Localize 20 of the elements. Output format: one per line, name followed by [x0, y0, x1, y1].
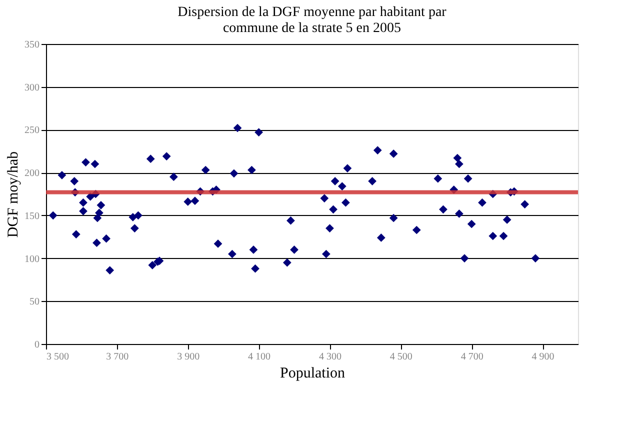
x-tick-label: 4 900 — [532, 352, 554, 362]
y-tick-label: 250 — [24, 125, 40, 136]
x-axis-title: Population — [280, 366, 346, 382]
text: commune de la strate 5 en 2005 — [222, 21, 402, 36]
y-tick-label: 350 — [24, 40, 40, 50]
text: Dispersion de la DGF moyenne par habitant par — [178, 5, 446, 20]
x-tick-label: 4 100 — [248, 352, 271, 362]
x-tick-label: 4 700 — [460, 352, 484, 362]
y-axis-title: DGF moy/hab — [6, 151, 22, 238]
y-tick-label: 100 — [24, 254, 40, 265]
y-tick-label: 300 — [24, 82, 40, 94]
x-tick-label: 4 500 — [390, 352, 412, 362]
x-tick-label: 3 700 — [106, 352, 129, 362]
x-tick-label: 3 500 — [46, 352, 69, 362]
x-tick-label: 3 900 — [177, 352, 200, 362]
y-tick-label: 50 — [30, 296, 40, 308]
y-tick-label: 0 — [34, 340, 40, 350]
y-tick-label: 200 — [24, 168, 40, 180]
y-tick-label: 150 — [24, 210, 40, 222]
x-tick-label: 4 300 — [318, 352, 342, 362]
